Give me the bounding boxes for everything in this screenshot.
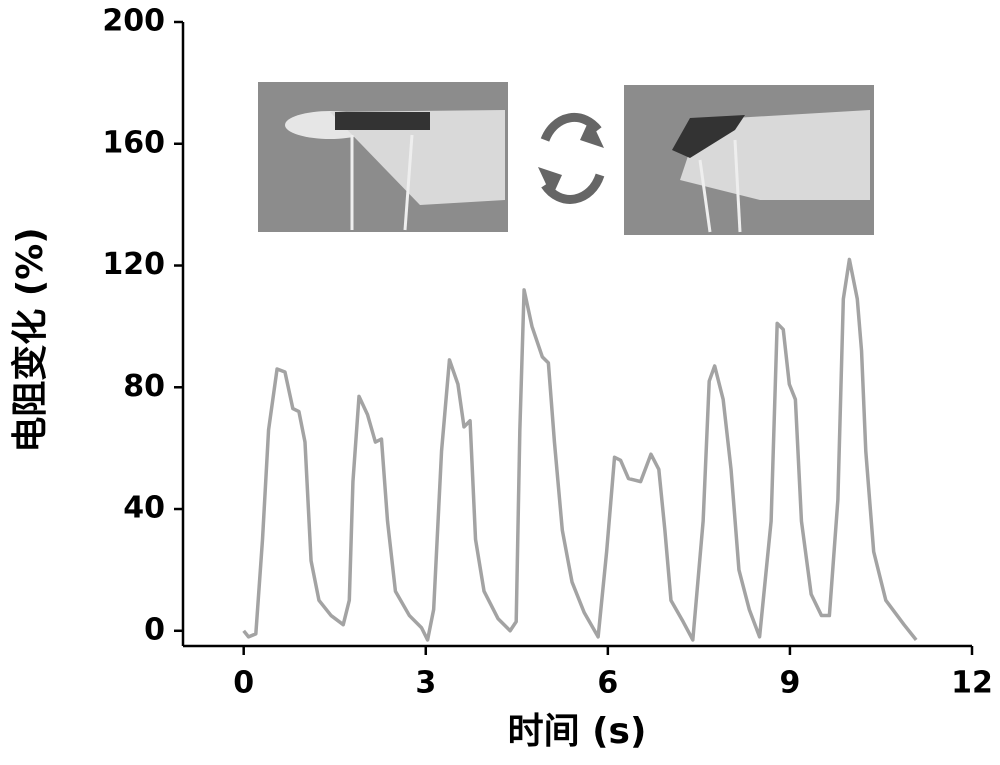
inset-photos (258, 82, 874, 235)
x-tick-label: 0 (233, 666, 254, 701)
sensor (335, 112, 430, 130)
y-tick-label: 80 (123, 369, 165, 404)
x-tick-label: 12 (951, 666, 993, 701)
x-tick-label: 3 (415, 666, 436, 701)
wire (733, 139, 742, 233)
x-tick-label: 6 (597, 666, 618, 701)
y-tick-label: 40 (123, 491, 165, 526)
sensor (672, 115, 745, 158)
y-tick-label: 0 (144, 612, 165, 647)
cycle-arrow-head (538, 167, 562, 197)
y-tick-label: 160 (102, 125, 165, 160)
y-tick-label: 200 (102, 4, 165, 39)
x-axis-label: 时间 (s) (508, 711, 647, 752)
y-axis-label: 电阻变化 (%) (9, 227, 51, 453)
wire (698, 159, 712, 233)
glove (330, 110, 505, 205)
y-tick-label: 120 (102, 247, 165, 282)
x-tick-label: 9 (779, 666, 800, 701)
wire (403, 134, 414, 231)
cycle-arrow-head (580, 118, 604, 148)
data-line (242, 257, 918, 642)
